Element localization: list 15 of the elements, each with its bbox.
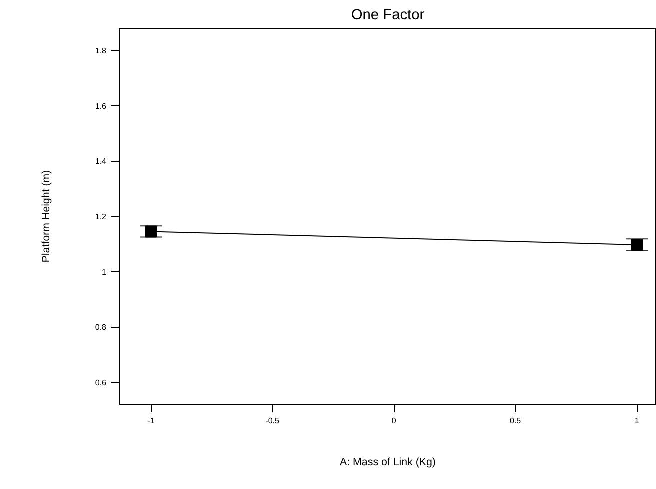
x-axis-title: A: Mass of Link (Kg) <box>340 456 436 468</box>
y-tick-label: 0.8 <box>95 323 108 332</box>
y-tick-label: 1.2 <box>95 212 108 222</box>
x-tick-label: 0 <box>392 416 397 426</box>
x-tick-label: -0.5 <box>266 416 280 426</box>
chart-title: One Factor <box>351 8 425 24</box>
x-tick-label: -1 <box>148 416 156 426</box>
x-tick-label: 1 <box>634 416 640 426</box>
x-tick-label: 0.5 <box>510 416 522 426</box>
y-axis-title: Platform Height (m) <box>40 170 52 263</box>
y-tick-label: 1.6 <box>95 102 108 111</box>
y-tick-label: 0.6 <box>95 378 108 388</box>
y-tick-label: 1.8 <box>95 46 108 56</box>
y-tick-label: 1.4 <box>95 157 108 166</box>
y-tick-label: 1 <box>102 268 108 277</box>
